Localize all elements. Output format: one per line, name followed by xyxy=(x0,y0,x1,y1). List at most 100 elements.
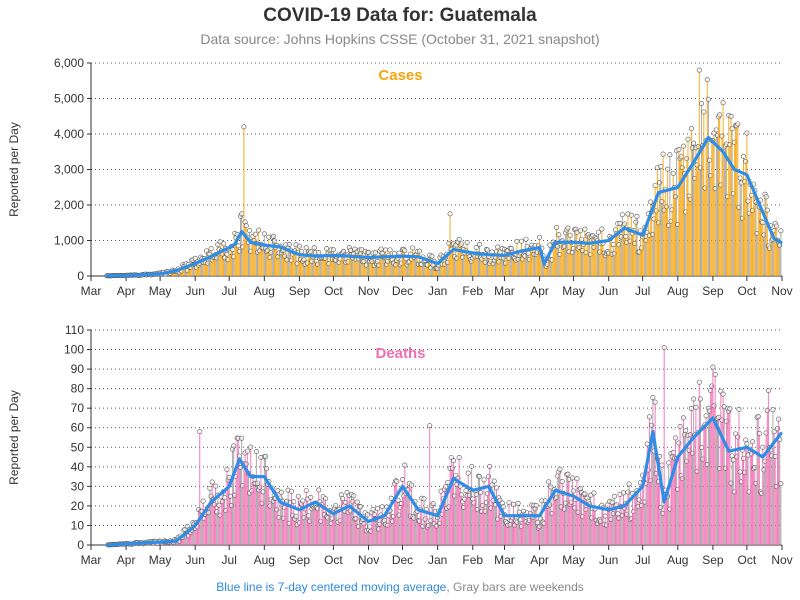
daily-point xyxy=(582,491,588,497)
daily-point xyxy=(278,489,284,495)
daily-bar xyxy=(244,453,246,545)
daily-bar xyxy=(724,146,726,276)
daily-point xyxy=(609,499,615,505)
daily-point xyxy=(582,226,588,232)
daily-point xyxy=(595,229,601,235)
daily-bar xyxy=(644,502,646,545)
daily-bar xyxy=(545,266,547,276)
daily-bar xyxy=(217,244,219,276)
daily-bar xyxy=(534,245,536,276)
daily-bar xyxy=(776,428,778,545)
daily-bar xyxy=(709,160,711,276)
daily-bar xyxy=(627,492,629,545)
cases-panel: 0 1,000 2,000 3,000 4,000 5,000 6,000 Mar Apr May… xyxy=(7,56,793,298)
daily-bar xyxy=(716,418,718,545)
daily-bar xyxy=(289,502,291,545)
daily-bar xyxy=(531,504,533,545)
daily-bar xyxy=(395,264,397,276)
daily-bar xyxy=(338,509,340,545)
daily-bar xyxy=(432,265,434,276)
daily-bar xyxy=(196,526,198,545)
daily-bar xyxy=(335,505,337,545)
daily-bar xyxy=(650,202,652,276)
daily-bar xyxy=(426,526,428,545)
daily-bar xyxy=(779,439,781,545)
daily-bar xyxy=(507,250,509,276)
daily-bar xyxy=(283,250,285,276)
daily-bar xyxy=(379,251,381,276)
daily-bar xyxy=(565,232,567,276)
daily-bar xyxy=(458,457,460,545)
daily-bar xyxy=(738,207,740,276)
daily-bar xyxy=(322,496,324,545)
daily-point xyxy=(484,247,490,253)
daily-point xyxy=(577,486,583,492)
y-tick-label: 70 xyxy=(71,401,85,415)
daily-bar xyxy=(348,247,350,276)
daily-bar xyxy=(653,451,655,545)
daily-bar xyxy=(263,233,265,276)
daily-bar xyxy=(347,261,349,276)
daily-bar xyxy=(224,497,226,545)
daily-bar xyxy=(454,256,456,276)
daily-bar xyxy=(374,518,376,545)
daily-point xyxy=(773,223,779,229)
daily-point xyxy=(387,247,393,253)
daily-bar xyxy=(550,487,552,545)
daily-bar xyxy=(602,243,604,276)
daily-bar xyxy=(737,123,739,276)
daily-bar xyxy=(258,489,260,545)
daily-bar xyxy=(415,512,417,545)
daily-bar xyxy=(240,467,242,545)
daily-bar xyxy=(680,475,682,545)
y-tick-label: 0 xyxy=(77,269,84,283)
daily-bar xyxy=(588,504,590,545)
daily-bar xyxy=(455,475,457,545)
daily-point xyxy=(208,246,214,252)
daily-bar xyxy=(645,240,647,276)
daily-bar xyxy=(665,206,667,276)
daily-bar xyxy=(625,503,627,545)
x-tick-label: Aug xyxy=(254,553,275,567)
daily-bar xyxy=(340,494,342,545)
daily-bar xyxy=(527,253,529,276)
daily-bar xyxy=(613,253,615,276)
daily-bar xyxy=(406,264,408,276)
daily-bar xyxy=(507,525,509,545)
daily-bar xyxy=(372,509,374,545)
daily-bar xyxy=(422,256,424,276)
daily-bar xyxy=(445,486,447,545)
daily-point xyxy=(763,194,769,200)
daily-point xyxy=(776,416,782,422)
daily-bar xyxy=(345,262,347,276)
daily-bar xyxy=(405,493,407,545)
daily-bar xyxy=(456,258,458,276)
daily-bar xyxy=(378,529,380,545)
daily-bar xyxy=(536,522,538,545)
daily-bar xyxy=(302,500,304,545)
daily-bar xyxy=(496,487,498,545)
daily-bar xyxy=(578,489,580,545)
daily-bar xyxy=(604,255,606,276)
daily-bar xyxy=(423,498,425,545)
daily-bar xyxy=(560,241,562,276)
daily-bar xyxy=(578,247,580,276)
daily-bar xyxy=(406,489,408,545)
daily-bar xyxy=(556,227,558,276)
daily-bar xyxy=(436,268,437,276)
daily-bar xyxy=(696,165,698,276)
daily-bar xyxy=(570,502,572,545)
daily-point xyxy=(447,211,453,217)
daily-bar xyxy=(661,465,663,545)
daily-bar xyxy=(275,498,277,545)
daily-bar xyxy=(247,242,249,276)
daily-bar xyxy=(687,139,689,276)
daily-bar xyxy=(397,500,399,545)
daily-point xyxy=(477,241,483,247)
x-tick-label: Oct xyxy=(324,553,343,567)
daily-bar xyxy=(312,506,314,545)
daily-bar xyxy=(186,270,188,276)
daily-bar xyxy=(509,524,511,545)
daily-bar xyxy=(551,513,553,545)
daily-bar xyxy=(267,484,269,545)
